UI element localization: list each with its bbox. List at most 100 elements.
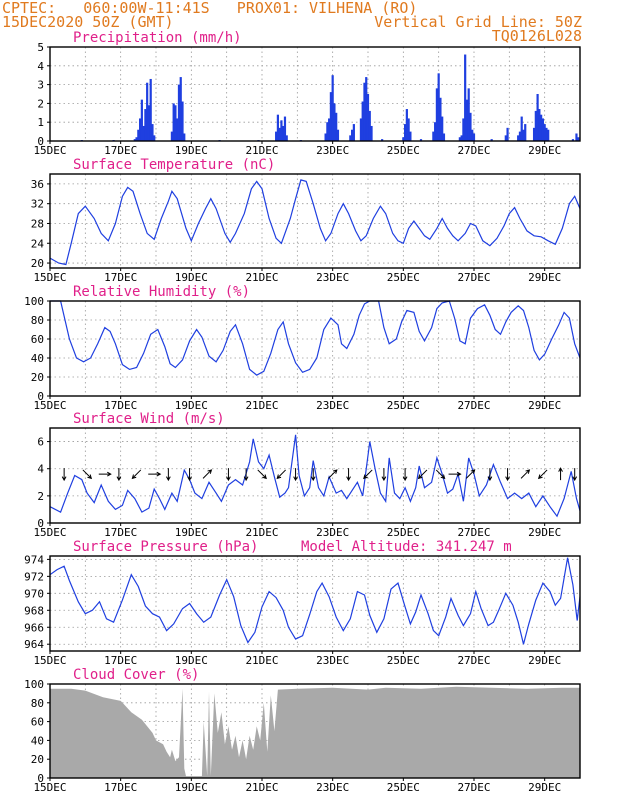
x-tick-label: 25DEC — [387, 271, 420, 284]
header-model-code: TQ0126L028 — [491, 27, 582, 45]
precip-bar — [405, 109, 408, 141]
panel-5: 964 966 968 970 972 974 15DEC 17DEC 19DEC 21DEC 23… — [24, 539, 581, 667]
x-tick-label: 17DEC — [104, 526, 137, 539]
y-tick-label: 20 — [31, 371, 44, 384]
precip-bar — [517, 135, 520, 141]
x-tick-label: 29DEC — [528, 526, 561, 539]
precip-bar — [381, 139, 384, 141]
precip-bar — [283, 116, 287, 141]
header-date: 15DEC2020 50Z (GMT) — [2, 13, 174, 31]
precip-bar — [174, 105, 177, 141]
wind-arrow — [257, 469, 267, 480]
y-tick-label: 32 — [31, 198, 44, 211]
precip-bar — [172, 103, 175, 141]
y-tick-label: 2 — [37, 490, 44, 503]
precip-bar — [522, 129, 525, 141]
precip-bar — [326, 122, 329, 141]
precip-bar — [518, 131, 522, 141]
x-tick-label: 27DEC — [457, 654, 490, 667]
wind-arrow — [465, 469, 476, 479]
y-tick-label: 100 — [24, 678, 44, 691]
precip-bar — [135, 137, 138, 141]
precip-bar — [467, 88, 470, 141]
panel-frame — [49, 427, 581, 524]
y-tick-label: 80 — [31, 697, 44, 710]
precip-bar — [151, 124, 154, 141]
x-tick-label: 19DEC — [175, 271, 208, 284]
precip-bar — [571, 139, 575, 141]
wind-arrow — [98, 471, 112, 477]
y-tick-label: 24 — [31, 237, 45, 250]
y-tick-label: 0 — [37, 135, 44, 148]
x-tick-label: 29DEC — [528, 144, 561, 157]
y-tick-label: 3 — [37, 79, 44, 92]
x-tick-label: 17DEC — [104, 781, 137, 794]
precip-bar — [331, 75, 334, 141]
panel-4: 0 2 4 6 15DEC 17DEC 19DEC 21DEC 23DEC 25DEC 27DEC 2… — [33, 411, 581, 539]
y-tick-label: 974 — [24, 553, 44, 566]
x-tick-label: 29DEC — [528, 271, 561, 284]
x-tick-label: 21DEC — [245, 399, 278, 412]
precip-bar — [435, 88, 438, 141]
wind-arrow — [328, 469, 338, 479]
panel-frame — [49, 555, 581, 652]
wind-arrow — [148, 471, 162, 477]
x-tick-label: 21DEC — [245, 144, 278, 157]
cloud-cover-area — [50, 686, 580, 778]
panel-6: 0 20 40 60 80 100 15DEC 17DEC 19DEC 21DEC 23DEC 25D… — [24, 667, 581, 794]
precip-bar — [153, 135, 156, 141]
y-tick-label: 20 — [31, 257, 44, 270]
wind-arrow — [293, 468, 298, 482]
wind-arrow — [363, 469, 373, 480]
panel-frame — [49, 46, 581, 142]
panel-title: Relative Humidity (%) — [73, 284, 250, 300]
wind-arrow — [402, 468, 408, 482]
y-tick-label: 28 — [31, 217, 44, 230]
precip-bar — [149, 78, 152, 141]
y-tick-label: 60 — [31, 333, 44, 346]
x-tick-label: 29DEC — [528, 781, 561, 794]
x-tick-label: 15DEC — [33, 781, 66, 794]
precip-bar — [532, 127, 536, 141]
precip-bar — [328, 118, 331, 141]
precip-bar — [144, 109, 147, 141]
wind-arrow — [537, 469, 548, 480]
y-tick-label: 20 — [31, 753, 44, 766]
x-tick-label: 19DEC — [175, 144, 208, 157]
wind-arrow — [226, 468, 231, 482]
precip-bar — [402, 137, 405, 141]
series-line — [49, 557, 581, 645]
header-grid-note: Vertical Grid Line: 50Z — [374, 13, 582, 31]
panel-frame — [49, 683, 581, 779]
panel-subtitle: Model Altitude: 341.247 m — [301, 539, 512, 555]
wind-arrow — [448, 471, 462, 477]
precip-bar — [538, 109, 541, 141]
panel-title: Precipitation (mm/h) — [73, 30, 242, 46]
y-tick-label: 40 — [31, 734, 44, 747]
precip-bar — [464, 54, 467, 141]
precip-bar — [490, 139, 493, 141]
precip-bar — [329, 92, 332, 141]
precip-bar — [352, 124, 355, 141]
precip-bar — [577, 137, 580, 141]
x-tick-label: 15DEC — [33, 526, 66, 539]
precip-bar — [536, 94, 539, 141]
precip-bar — [434, 122, 437, 141]
precip-bar — [524, 124, 527, 141]
precip-bar — [437, 73, 440, 141]
precip-bar — [176, 118, 179, 141]
panel-1: 0 1 2 3 4 5 15DEC 17DEC 19DEC 21DEC 23DEC 25DEC 27DE… — [33, 30, 581, 157]
wind-arrow — [116, 468, 122, 482]
x-tick-label: 17DEC — [104, 399, 137, 412]
precip-bar — [333, 103, 336, 141]
precip-bar — [335, 112, 338, 141]
precip-bar — [504, 135, 507, 141]
precip-bar — [142, 125, 145, 141]
series-line — [49, 179, 581, 266]
precip-bar — [506, 127, 509, 141]
precip-bar — [469, 112, 472, 141]
precip-bar — [471, 129, 474, 141]
x-tick-label: 25DEC — [387, 526, 420, 539]
